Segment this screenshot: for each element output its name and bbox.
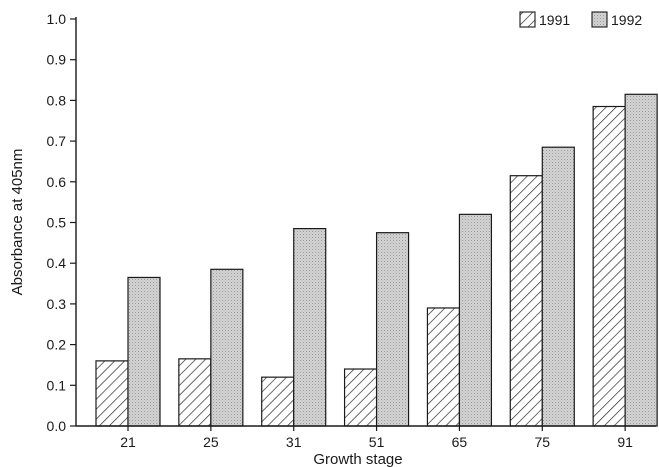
bar-1991-75 — [509, 175, 543, 427]
y-axis-title: Absorbance at 405nm — [9, 149, 26, 296]
x-tick-label: 31 — [286, 434, 302, 450]
y-tick-label: 0.5 — [47, 215, 67, 231]
x-tick-label: 91 — [617, 434, 633, 450]
bar-1992-25 — [210, 268, 244, 427]
x-tick-label: 25 — [203, 434, 219, 450]
y-tick-label: 0.1 — [47, 377, 67, 393]
x-tick-label: 21 — [120, 434, 136, 450]
bar-1992-65 — [458, 213, 493, 427]
y-tick-label: 1.0 — [47, 11, 67, 27]
bar-1991-65 — [426, 307, 461, 427]
y-tick-label: 0.2 — [47, 337, 67, 353]
y-tick-label: 0.4 — [47, 255, 67, 271]
bar-1991-21 — [95, 360, 129, 427]
x-tick-label: 65 — [452, 434, 468, 450]
y-tick-label: 0.7 — [47, 133, 67, 149]
bar-1991-25 — [178, 358, 212, 427]
bar-1991-31 — [261, 376, 295, 427]
x-tick-label: 75 — [534, 434, 550, 450]
x-axis-title: Growth stage — [313, 451, 402, 467]
bar-1992-75 — [541, 146, 575, 427]
bar-1992-51 — [375, 232, 410, 427]
y-tick-label: 0.0 — [47, 418, 67, 434]
legend-swatch-1992 — [591, 11, 608, 28]
bars-group — [95, 93, 658, 427]
y-tick-label: 0.8 — [47, 92, 67, 108]
y-tick-label: 0.9 — [47, 52, 67, 68]
bar-1992-31 — [293, 228, 327, 427]
bar-1991-91 — [592, 105, 626, 427]
bar-1992-91 — [624, 93, 658, 427]
x-tick-label: 51 — [369, 434, 385, 450]
legend-label-1991: 1991 — [539, 12, 570, 28]
legend-swatch-1991 — [519, 11, 536, 28]
y-tick-label: 0.6 — [47, 174, 67, 190]
legend-label-1992: 1992 — [611, 12, 642, 28]
bar-1991-51 — [343, 368, 378, 427]
legend: 1991 1992 — [519, 11, 642, 28]
y-axis-ticks: 0.0 0.1 0.2 0.3 0.4 0.5 0.6 0.7 0.8 0.9 1.0 — [47, 11, 76, 434]
bar-1992-21 — [127, 276, 161, 427]
y-tick-label: 0.3 — [47, 296, 67, 312]
x-axis-ticks: 21 25 31 51 65 75 91 — [120, 426, 633, 450]
